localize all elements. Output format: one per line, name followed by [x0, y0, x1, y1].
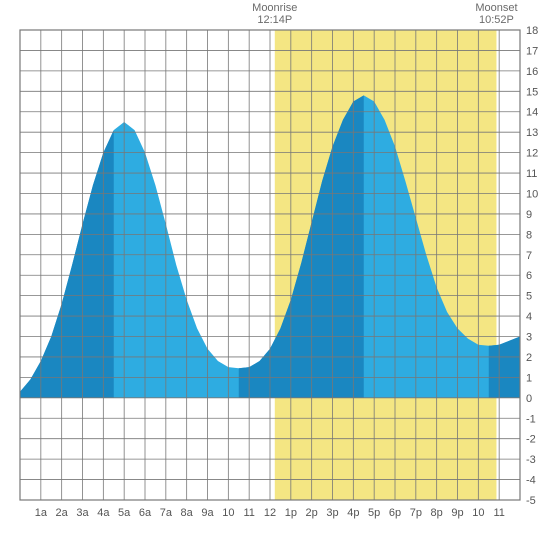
moonset-label: Moonset 10:52P [466, 2, 526, 26]
svg-text:-4: -4 [526, 475, 536, 487]
svg-text:10: 10 [222, 507, 234, 519]
moonrise-label: Moonrise 12:14P [245, 2, 305, 26]
svg-text:16: 16 [526, 66, 538, 78]
svg-text:3a: 3a [76, 507, 89, 519]
svg-text:11: 11 [243, 507, 254, 519]
svg-text:7: 7 [526, 250, 532, 262]
svg-text:6p: 6p [389, 507, 401, 519]
svg-text:12: 12 [264, 507, 276, 519]
svg-text:4p: 4p [347, 507, 359, 519]
svg-text:4a: 4a [97, 507, 110, 519]
svg-text:1p: 1p [285, 507, 297, 519]
svg-text:7p: 7p [410, 507, 422, 519]
svg-text:2a: 2a [56, 507, 69, 519]
svg-text:17: 17 [526, 45, 538, 57]
svg-text:1a: 1a [35, 507, 48, 519]
svg-text:18: 18 [526, 25, 538, 37]
svg-text:0: 0 [526, 393, 532, 405]
svg-text:3p: 3p [326, 507, 338, 519]
svg-text:9: 9 [526, 209, 532, 221]
svg-text:-3: -3 [526, 454, 536, 466]
svg-text:8: 8 [526, 229, 532, 241]
svg-text:15: 15 [526, 86, 538, 98]
svg-text:1: 1 [526, 372, 532, 384]
svg-text:10: 10 [526, 188, 538, 200]
chart-svg: -5-4-3-2-101234567891011121314151617181a… [0, 0, 550, 550]
svg-text:12: 12 [526, 148, 538, 160]
svg-text:2: 2 [526, 352, 532, 364]
svg-text:-2: -2 [526, 434, 536, 446]
svg-text:6a: 6a [139, 507, 152, 519]
moonset-title: Moonset [466, 2, 526, 14]
svg-text:3: 3 [526, 332, 532, 344]
svg-text:8a: 8a [181, 507, 194, 519]
svg-text:13: 13 [526, 127, 538, 139]
svg-text:11: 11 [526, 168, 537, 180]
svg-text:4: 4 [526, 311, 532, 323]
svg-text:10: 10 [472, 507, 484, 519]
svg-text:5a: 5a [118, 507, 131, 519]
moonrise-title: Moonrise [245, 2, 305, 14]
svg-text:5: 5 [526, 291, 532, 303]
svg-text:5p: 5p [368, 507, 380, 519]
svg-text:14: 14 [526, 107, 538, 119]
moonset-time: 10:52P [466, 14, 526, 26]
svg-text:9a: 9a [201, 507, 214, 519]
moonrise-time: 12:14P [245, 14, 305, 26]
tide-chart: -5-4-3-2-101234567891011121314151617181a… [0, 0, 550, 550]
svg-text:-5: -5 [526, 495, 536, 507]
svg-text:2p: 2p [306, 507, 318, 519]
svg-text:8p: 8p [431, 507, 443, 519]
svg-text:-1: -1 [526, 413, 536, 425]
svg-text:11: 11 [493, 507, 504, 519]
svg-text:9p: 9p [451, 507, 463, 519]
svg-text:6: 6 [526, 270, 532, 282]
svg-text:7a: 7a [160, 507, 173, 519]
